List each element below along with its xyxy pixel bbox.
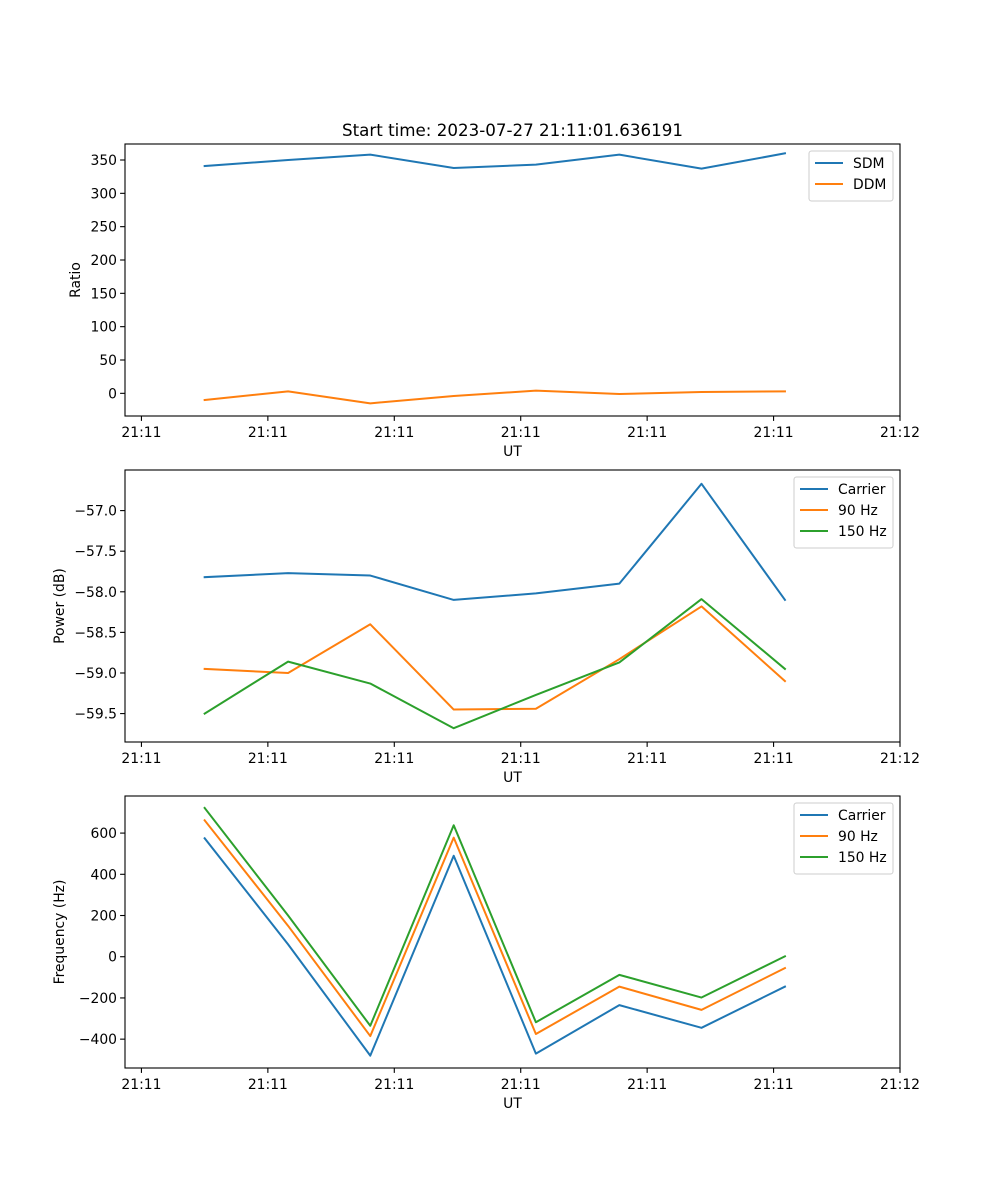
ratio-y-tick-label: 0 bbox=[108, 386, 117, 402]
power-x-axis-label: UT bbox=[503, 770, 522, 786]
frequency-legend: Carrier 90 Hz 150 Hz bbox=[793, 802, 894, 875]
power-panel: 21:11 21:11 21:11 21:11 21:11 21:11 21:12 −59.5… bbox=[52, 469, 920, 786]
ratio-y-tick-label: 300 bbox=[90, 186, 117, 202]
ratio-y-tick-label: 350 bbox=[90, 153, 117, 169]
ratio-series-sdm-line bbox=[203, 152, 787, 170]
frequency-y-tick-label: 600 bbox=[90, 826, 117, 842]
frequency-legend-label-90-hz: 90 Hz bbox=[838, 829, 878, 845]
frequency-legend-label-carrier: Carrier bbox=[838, 808, 886, 824]
ratio-series-ddm-line bbox=[203, 389, 786, 405]
ratio-y-tick-label: 150 bbox=[90, 286, 117, 302]
frequency-series-carrier-line bbox=[203, 836, 787, 1057]
power-y-tick-label: −58.0 bbox=[74, 585, 117, 601]
power-y-tick-label: −57.0 bbox=[74, 504, 117, 520]
power-x-tick-label: 21:11 bbox=[121, 751, 161, 767]
ratio-x-tick-label: 21:11 bbox=[754, 425, 794, 441]
power-y-tick-label: −57.5 bbox=[74, 544, 117, 560]
ratio-y-tick-label: 200 bbox=[90, 253, 117, 269]
frequency-x-tick-label: 21:11 bbox=[374, 1077, 414, 1093]
frequency-x-tick-label: 21:11 bbox=[754, 1077, 794, 1093]
power-series-carrier-line bbox=[203, 482, 787, 602]
power-x-tick-label: 21:12 bbox=[880, 751, 920, 767]
frequency-y-tick-label: −200 bbox=[79, 991, 117, 1007]
ratio-legend: SDM DDM bbox=[808, 150, 894, 202]
power-x-tick-label: 21:11 bbox=[754, 751, 794, 767]
power-legend-label-90-hz: 90 Hz bbox=[838, 503, 878, 519]
frequency-series-150-hz-line bbox=[203, 806, 787, 1027]
frequency-y-axis-label: Frequency (Hz) bbox=[52, 880, 68, 985]
frequency-x-axis-label: UT bbox=[503, 1096, 522, 1112]
ratio-x-tick-label: 21:12 bbox=[880, 425, 920, 441]
power-legend-label-150-hz: 150 Hz bbox=[838, 524, 887, 540]
frequency-axes-frame bbox=[124, 795, 901, 1069]
power-x-tick-label: 21:11 bbox=[248, 751, 288, 767]
power-legend: Carrier 90 Hz 150 Hz bbox=[793, 476, 894, 549]
power-x-tick-label: 21:11 bbox=[627, 751, 667, 767]
power-y-tick-label: −59.0 bbox=[74, 666, 117, 682]
power-series-150-hz-line bbox=[203, 598, 787, 730]
frequency-y-tick-label: 0 bbox=[108, 950, 117, 966]
frequency-series-90-hz-line bbox=[203, 818, 787, 1038]
frequency-y-tick-label: −400 bbox=[79, 1032, 117, 1048]
frequency-panel: 21:11 21:11 21:11 21:11 21:11 21:11 21:12 −400 −… bbox=[52, 795, 920, 1112]
frequency-x-tick-label: 21:11 bbox=[627, 1077, 667, 1093]
frequency-y-tick-label: 400 bbox=[90, 867, 117, 883]
ratio-y-axis-label: Ratio bbox=[68, 262, 84, 298]
frequency-x-tick-label: 21:11 bbox=[501, 1077, 541, 1093]
ratio-legend-label-sdm: SDM bbox=[853, 156, 885, 172]
chart-title: Start time: 2023-07-27 21:11:01.636191 bbox=[342, 120, 683, 140]
ratio-x-axis-label: UT bbox=[503, 444, 522, 460]
power-y-tick-label: −58.5 bbox=[74, 625, 117, 641]
ratio-x-tick-label: 21:11 bbox=[501, 425, 541, 441]
power-y-tick-label: −59.5 bbox=[74, 707, 117, 723]
frequency-x-tick-label: 21:12 bbox=[880, 1077, 920, 1093]
power-x-tick-label: 21:11 bbox=[374, 751, 414, 767]
ratio-y-tick-label: 250 bbox=[90, 220, 117, 236]
frequency-y-tick-label: 200 bbox=[90, 909, 117, 925]
ratio-x-tick-label: 21:11 bbox=[121, 425, 161, 441]
ratio-y-tick-label: 50 bbox=[99, 353, 117, 369]
ratio-y-tick-label: 100 bbox=[90, 320, 117, 336]
power-y-axis-label: Power (dB) bbox=[52, 568, 68, 644]
ratio-panel: 21:11 21:11 21:11 21:11 21:11 21:11 21:12 0 50 10… bbox=[68, 143, 920, 460]
ratio-x-tick-label: 21:11 bbox=[374, 425, 414, 441]
ratio-x-tick-label: 21:11 bbox=[248, 425, 288, 441]
power-x-tick-label: 21:11 bbox=[501, 751, 541, 767]
frequency-x-tick-label: 21:11 bbox=[121, 1077, 161, 1093]
frequency-x-tick-label: 21:11 bbox=[248, 1077, 288, 1093]
ratio-x-tick-label: 21:11 bbox=[627, 425, 667, 441]
power-legend-label-carrier: Carrier bbox=[838, 482, 886, 498]
ratio-legend-label-ddm: DDM bbox=[853, 177, 886, 193]
power-axes-frame bbox=[124, 469, 901, 743]
frequency-legend-label-150-hz: 150 Hz bbox=[838, 850, 887, 866]
ratio-axes-frame bbox=[124, 143, 901, 417]
